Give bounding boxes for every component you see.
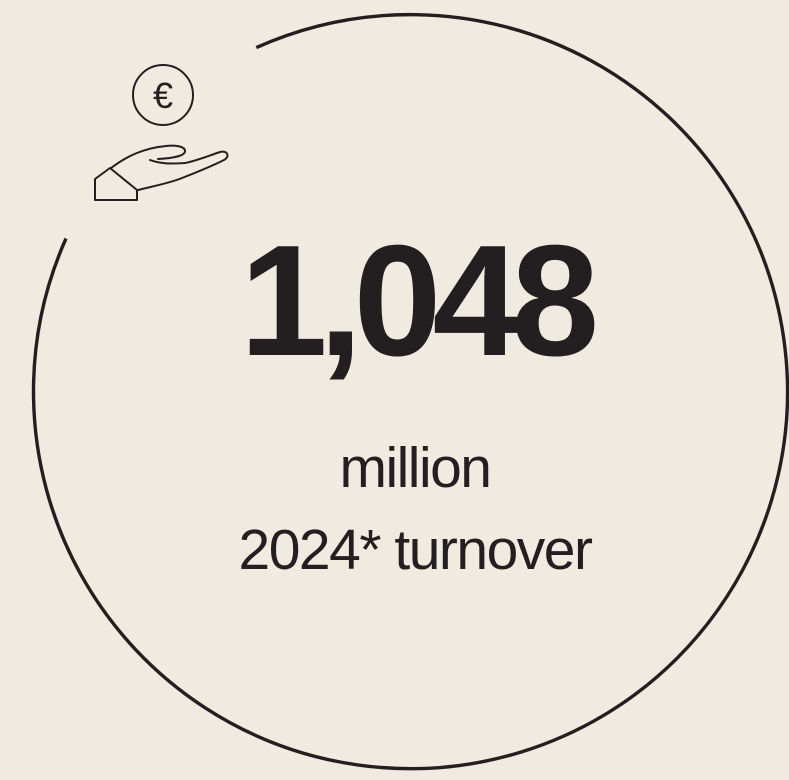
hand-outline: [110, 144, 229, 191]
turnover-value: 1,048: [239, 213, 599, 389]
sleeve-outline: [94, 167, 138, 201]
hand-holding-euro-icon: €: [90, 64, 232, 204]
euro-symbol: €: [153, 75, 173, 116]
turnover-label: 2024* turnover: [238, 518, 593, 582]
turnover-unit: million: [339, 436, 492, 500]
coin-outline: [132, 64, 194, 126]
